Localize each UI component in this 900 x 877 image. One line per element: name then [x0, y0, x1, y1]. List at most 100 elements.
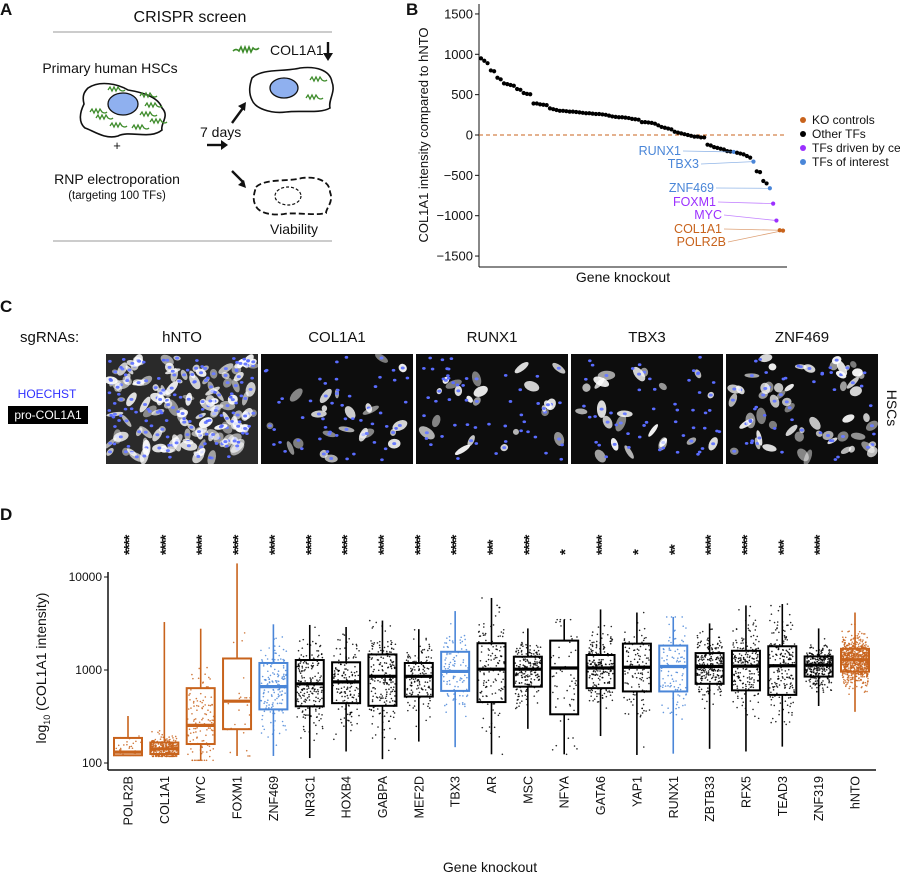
jitter-point	[698, 644, 701, 647]
jitter-point	[337, 669, 339, 672]
jitter-point	[756, 669, 759, 671]
nucleus	[502, 446, 507, 450]
jitter-point	[791, 655, 794, 658]
jitter-point	[822, 647, 824, 650]
jitter-point	[377, 659, 380, 661]
jitter-point	[573, 709, 575, 712]
jitter-point	[192, 702, 195, 704]
jitter-point	[464, 638, 466, 641]
jitter-point	[709, 673, 712, 676]
jitter-point	[776, 627, 778, 630]
jitter-point	[419, 645, 422, 648]
jitter-point	[820, 681, 823, 684]
jitter-point	[405, 659, 408, 662]
legend-label: TFs of interest	[812, 155, 889, 169]
jitter-point	[676, 703, 678, 706]
jitter-point	[407, 709, 409, 712]
jitter-point	[421, 672, 424, 674]
jitter-point	[530, 652, 533, 655]
jitter-point	[386, 640, 389, 643]
jitter-point	[636, 648, 639, 650]
jitter-point	[701, 671, 704, 674]
jitter-point	[374, 688, 377, 690]
jitter-point	[500, 687, 503, 690]
b-point	[695, 134, 700, 139]
jitter-point	[850, 674, 853, 677]
jitter-point	[371, 627, 374, 629]
legend-label: TFs driven by cell	[812, 141, 900, 155]
nucleus	[204, 432, 209, 436]
jitter-point	[788, 613, 791, 616]
jitter-point	[482, 632, 484, 635]
nucleus	[225, 444, 229, 448]
jitter-point	[414, 677, 417, 680]
jitter-point	[466, 676, 468, 679]
jitter-point	[355, 686, 358, 689]
jitter-point	[704, 677, 707, 679]
jitter-point	[596, 695, 598, 698]
jitter-point	[536, 676, 539, 679]
jitter-point	[452, 698, 455, 700]
b-point	[541, 102, 546, 107]
jitter-point	[301, 665, 304, 668]
jitter-point	[789, 685, 792, 688]
nucleus	[345, 457, 349, 461]
jitter-point	[498, 611, 500, 613]
significance-stars: ***	[485, 539, 502, 555]
b-point	[495, 75, 500, 80]
jitter-point	[302, 694, 304, 697]
jitter-point	[530, 684, 532, 686]
jitter-point	[481, 726, 484, 729]
jitter-point	[244, 723, 246, 726]
jitter-point	[201, 707, 204, 710]
jitter-point	[516, 702, 518, 705]
cell-signal	[594, 377, 605, 389]
jitter-point	[276, 702, 279, 705]
nucleus	[107, 409, 112, 412]
jitter-point	[746, 656, 749, 658]
jitter-point	[297, 667, 300, 670]
jitter-point	[238, 697, 241, 700]
jitter-point	[460, 648, 463, 650]
b-point	[741, 152, 746, 157]
jitter-point	[745, 652, 748, 654]
nucleus	[754, 405, 759, 409]
nucleus	[108, 450, 113, 454]
jitter-point	[413, 628, 416, 631]
jitter-point	[380, 693, 382, 696]
jitter-point	[274, 720, 276, 722]
nucleus	[208, 399, 213, 403]
jitter-point	[820, 683, 822, 685]
b-point	[551, 107, 556, 112]
jitter-point	[193, 718, 196, 721]
b-point	[524, 91, 530, 96]
nucleus	[681, 434, 686, 437]
nucleus	[280, 397, 284, 401]
nucleus	[237, 420, 242, 424]
jitter-point	[719, 657, 722, 659]
jitter-point	[278, 645, 281, 648]
nucleus	[236, 375, 241, 379]
jitter-point	[393, 686, 395, 688]
jitter-point	[394, 683, 396, 685]
jitter-point	[485, 730, 488, 732]
jitter-point	[711, 643, 714, 646]
jitter-point	[446, 683, 448, 685]
jitter-point	[850, 623, 853, 626]
jitter-point	[484, 632, 487, 635]
jitter-point	[778, 631, 780, 634]
jitter-point	[343, 699, 346, 702]
nucleus	[464, 398, 469, 402]
jitter-point	[175, 755, 178, 758]
jitter-point	[384, 677, 386, 680]
nucleus	[203, 366, 208, 370]
jitter-point	[778, 669, 780, 671]
jitter-point	[681, 678, 684, 681]
jitter-point	[248, 714, 251, 716]
nucleus	[703, 411, 708, 415]
jitter-point	[126, 741, 128, 743]
jitter-point	[675, 707, 677, 710]
collagen-fiber-icon	[305, 93, 324, 101]
jitter-point	[344, 668, 346, 670]
nucleus	[223, 367, 228, 371]
